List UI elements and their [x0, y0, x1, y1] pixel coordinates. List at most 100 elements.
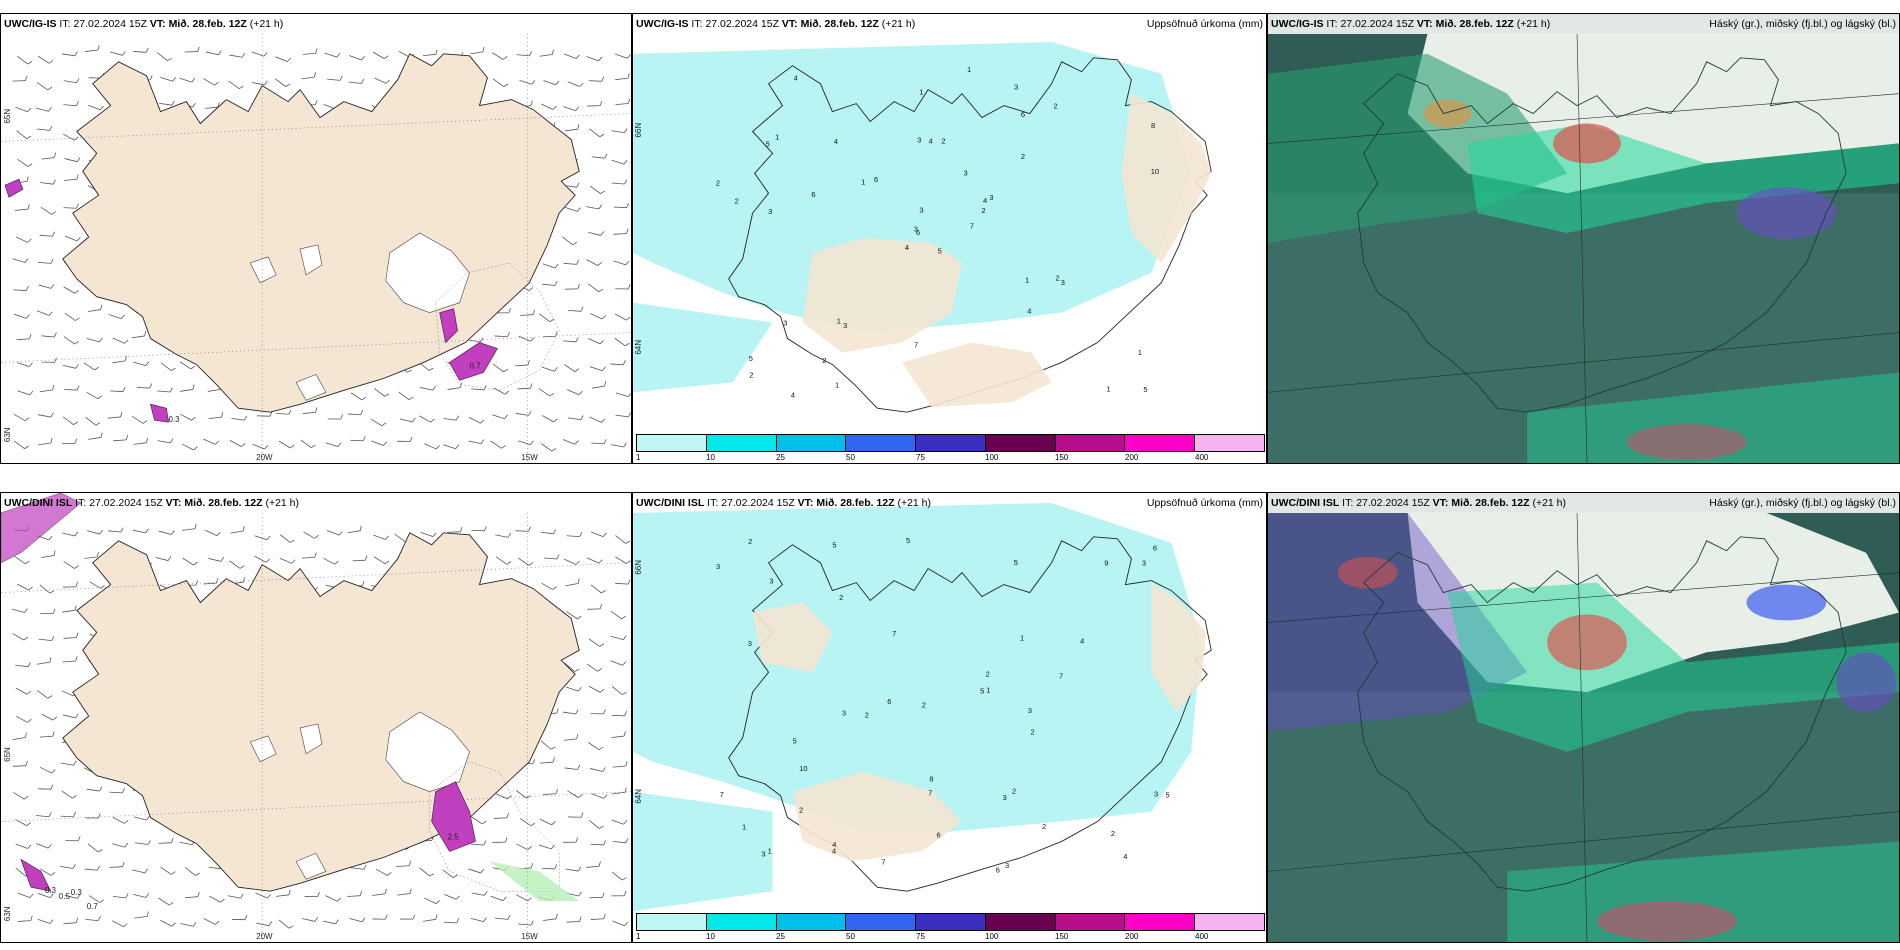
- wind-barb-feather: [622, 635, 627, 640]
- wind-barb-feather: [288, 889, 291, 895]
- wind-barb: [494, 335, 508, 338]
- vt-label: VT:: [149, 18, 166, 30]
- lead-time: (+21 h): [897, 497, 932, 509]
- wind-barb-feather: [507, 332, 510, 337]
- wind-barb-feather: [124, 819, 129, 824]
- wind-barb-feather: [73, 812, 76, 818]
- wind-barb-feather: [24, 258, 29, 263]
- wind-barb-feather: [336, 52, 341, 58]
- precip-value: 7: [914, 341, 918, 350]
- wind-barb: [303, 531, 315, 539]
- wind-barb-feather: [24, 608, 28, 613]
- wind-barb: [254, 535, 268, 541]
- colorbar-tick: 150: [1055, 453, 1069, 462]
- wind-barb-feather: [627, 579, 631, 585]
- wind-barb: [13, 440, 25, 449]
- precip-value: 10: [799, 764, 807, 773]
- wind-barb: [12, 765, 26, 767]
- colorbar-tick: 10: [706, 932, 715, 941]
- graticule: [1268, 811, 1899, 872]
- wind-barb-feather: [598, 746, 604, 751]
- wind-barb: [543, 918, 557, 921]
- wind-barb-feather: [384, 888, 387, 894]
- wind-barb-feather: [72, 864, 76, 869]
- glacier: [249, 735, 277, 763]
- wind-barb-feather: [217, 102, 220, 108]
- wind-barb: [566, 921, 580, 923]
- wind-barb-feather: [625, 838, 629, 843]
- wind-barb: [63, 637, 77, 639]
- wind-barb-feather: [577, 284, 580, 290]
- precip-value: 2: [1021, 152, 1025, 161]
- wind-barb-feather: [197, 891, 200, 897]
- wind-barb-feather: [337, 442, 342, 447]
- wind-barb-feather: [526, 795, 531, 799]
- precip-value: 1: [742, 823, 746, 832]
- wind-barb-feather: [167, 57, 172, 62]
- wind-barb-feather: [172, 77, 177, 82]
- colorbar-bin: [1125, 914, 1196, 930]
- wind-barb: [349, 55, 362, 61]
- wind-barb: [89, 581, 101, 589]
- wind-barb-feather: [192, 102, 196, 108]
- wind-barb: [62, 364, 76, 369]
- wind-barb-feather: [27, 718, 32, 723]
- wind-barb-feather: [145, 361, 150, 366]
- wind-barb-feather: [171, 367, 176, 372]
- wind-barb-feather: [310, 444, 316, 449]
- wind-barb: [443, 418, 457, 421]
- wind-barb: [420, 387, 433, 391]
- wind-barb-feather: [53, 550, 56, 556]
- wind-barb-feather: [481, 820, 487, 825]
- wind-barb-feather: [76, 78, 80, 83]
- wind-barb-feather: [120, 411, 123, 417]
- wind-barb: [610, 660, 623, 666]
- precip-area: [633, 791, 773, 912]
- wind-barb: [541, 582, 553, 590]
- wind-barb: [490, 895, 504, 901]
- wind-barb: [492, 414, 505, 420]
- wind-barb-feather: [142, 420, 148, 424]
- it-value: 27.02.2024 15Z: [721, 497, 795, 509]
- wind-barb-feather: [171, 530, 175, 535]
- precip-cell: [1746, 584, 1827, 621]
- wind-barb: [64, 895, 78, 899]
- vt-value: Mið. 28.feb. 12Z: [1435, 18, 1514, 30]
- wind-barb-feather: [506, 561, 512, 565]
- wind-barb-feather: [604, 381, 607, 387]
- wind-barb-feather: [577, 207, 581, 212]
- precip-cell: [1836, 652, 1897, 713]
- graticule: [1268, 332, 1899, 393]
- wind-barb-feather: [339, 75, 343, 81]
- wind-barb-feather: [27, 662, 31, 667]
- wind-barb: [566, 611, 578, 620]
- wind-barb-feather: [435, 914, 438, 920]
- wind-barb: [539, 818, 552, 826]
- wind-barb: [565, 583, 579, 587]
- wind-barb-feather: [507, 532, 512, 538]
- colorbar-bin: [1195, 435, 1265, 451]
- precip-value: 3: [716, 562, 720, 571]
- wind-barb: [325, 442, 339, 448]
- precip-value: 2: [716, 179, 720, 188]
- cloud-map: [1268, 512, 1899, 942]
- precip-value: 2: [865, 711, 869, 720]
- precip-map: 5565433267453842433362243311211037342111…: [633, 41, 1212, 413]
- wind-barb: [350, 867, 364, 870]
- wind-barb: [180, 389, 194, 392]
- wind-barb-feather: [75, 317, 80, 321]
- precip-value: 7: [1059, 671, 1063, 680]
- wind-barb: [347, 413, 361, 416]
- wind-barb: [108, 314, 122, 320]
- wind-barb-feather: [577, 866, 582, 872]
- wind-barb-feather: [338, 531, 343, 536]
- wind-barb-feather: [601, 76, 605, 82]
- wind-barb-feather: [24, 417, 30, 421]
- precip-value: 10: [1151, 167, 1159, 176]
- wind-barb: [251, 82, 265, 86]
- wind-value: 0.3: [71, 888, 83, 897]
- wind-barb-feather: [314, 917, 319, 922]
- wind-barb-feather: [599, 340, 604, 345]
- wind-barb: [181, 443, 194, 451]
- wind-barb: [515, 530, 529, 532]
